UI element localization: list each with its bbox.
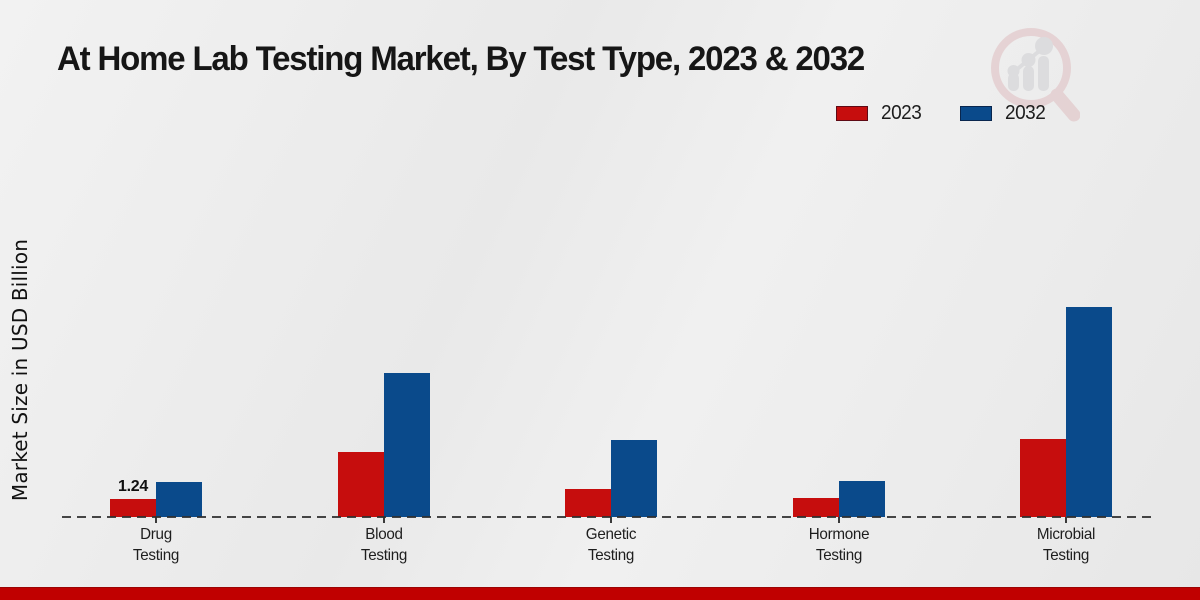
x-axis-tick-drug-testing [155, 517, 157, 523]
bar-2032-blood-testing [383, 373, 430, 517]
footer-accent-stripe [0, 587, 1200, 600]
x-axis-tick-genetic-testing [610, 517, 612, 523]
magnifier-bar-chart-logo-icon [991, 28, 1080, 122]
x-axis-label-microbial-testing: Microbial Testing [1036, 526, 1096, 564]
x-axis-tick-hormone-testing [837, 517, 840, 523]
x-axis-tick-blood-testing [382, 517, 385, 523]
chart-title: At Home Lab Testing Market, By Test Type… [57, 40, 865, 78]
legend-label-2032: 2032 [1004, 102, 1046, 124]
bar-2032-microbial-testing [1066, 307, 1112, 517]
legend-swatch-2032 [959, 106, 992, 121]
bar-2023-genetic-testing [565, 489, 611, 517]
bar-value-label: 1.24 [118, 478, 148, 495]
legend-item-2023: 2023 [836, 102, 924, 125]
bar-2032-hormone-testing [838, 481, 885, 517]
bar-2023-blood-testing [337, 452, 384, 517]
legend-label-2023: 2023 [881, 102, 922, 124]
x-axis-label-genetic-testing: Genetic Testing [585, 526, 637, 564]
bar-2023-drug-testing [110, 499, 156, 517]
x-axis-label-drug-testing: Drug Testing [132, 526, 180, 564]
bar-2032-drug-testing [156, 482, 202, 517]
x-axis-baseline [62, 516, 1157, 518]
bar-2023-hormone-testing [792, 498, 839, 517]
x-axis-tick-microbial-testing [1065, 517, 1067, 523]
x-axis-label-hormone-testing: Hormone Testing [808, 526, 869, 564]
legend-swatch-2023 [836, 106, 868, 121]
bar-2023-microbial-testing [1020, 439, 1066, 517]
legend-item-2032: 2032 [959, 102, 1048, 125]
bar-2032-genetic-testing [611, 440, 657, 517]
legend: 2023 2032 [836, 102, 1047, 125]
x-axis-label-blood-testing: Blood Testing [360, 526, 407, 564]
